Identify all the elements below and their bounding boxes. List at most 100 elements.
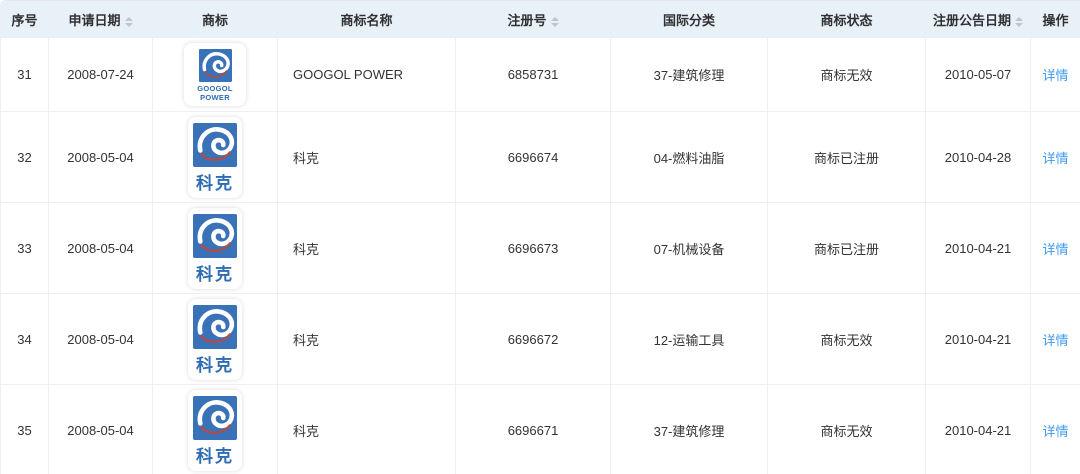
swirl-logo-icon xyxy=(193,304,237,349)
index-value: 33 xyxy=(17,240,32,256)
swirl-logo-icon xyxy=(198,48,232,82)
cell-reg-no: 6696672 xyxy=(455,293,611,385)
sort-icon[interactable] xyxy=(124,16,133,27)
detail-link[interactable]: 详情 xyxy=(1042,68,1069,83)
column-header-label: 序号 xyxy=(11,13,38,28)
intl-class-value: 04-燃料油脂 xyxy=(653,150,725,166)
cell-apply-date: 2008-05-04 xyxy=(48,202,153,294)
trademark-name-value: 科克 xyxy=(293,332,320,348)
table-body: 31 2008-07-24 GOOGOL POWER GOOGOL POWER … xyxy=(0,37,1080,474)
trademark-logo: 科克 xyxy=(188,298,242,380)
index-value: 32 xyxy=(17,149,32,165)
cell-logo: GOOGOL POWER xyxy=(152,37,278,112)
intl-class-value: 37-建筑修理 xyxy=(653,423,725,439)
cell-intl-class: 12-运输工具 xyxy=(610,293,768,385)
reg-no-value: 6696672 xyxy=(507,331,559,347)
column-header-action: 操作 xyxy=(1030,1,1080,38)
cell-intl-class: 37-建筑修理 xyxy=(610,384,768,474)
trademark-name-value: 科克 xyxy=(293,241,320,257)
detail-link[interactable]: 详情 xyxy=(1042,423,1069,439)
cell-announce-date: 2010-04-28 xyxy=(925,111,1031,203)
intl-class-value: 07-机械设备 xyxy=(653,241,725,257)
cell-announce-date: 2010-04-21 xyxy=(925,202,1031,294)
logo-text: 科克 xyxy=(196,173,234,193)
apply-date-value: 2008-05-04 xyxy=(67,331,134,347)
column-header-label: 注册号 xyxy=(507,13,547,28)
sort-desc-icon[interactable] xyxy=(124,22,133,27)
cell-index: 34 xyxy=(0,293,49,385)
column-header-label: 商标状态 xyxy=(820,13,873,28)
cell-status: 商标无效 xyxy=(767,384,926,474)
apply-date-value: 2008-05-04 xyxy=(67,422,134,438)
cell-reg-no: 6858731 xyxy=(455,37,611,112)
index-value: 34 xyxy=(17,331,32,347)
cell-apply-date: 2008-07-24 xyxy=(48,37,153,112)
cell-apply-date: 2008-05-04 xyxy=(48,293,153,385)
trademark-name-value: GOOGOL POWER xyxy=(293,67,404,82)
cell-index: 33 xyxy=(0,202,49,294)
table-row: 34 2008-05-04 科克 科克 6696672 12-运输工具 商标无效… xyxy=(0,293,1080,385)
reg-no-value: 6858731 xyxy=(507,67,559,82)
column-header-label: 商标名称 xyxy=(340,13,393,28)
column-header-announce_date[interactable]: 注册公告日期 xyxy=(925,1,1031,38)
cell-announce-date: 2010-05-07 xyxy=(925,37,1031,112)
trademark-name-value: 科克 xyxy=(293,150,320,166)
logo-text: 科克 xyxy=(196,264,234,284)
cell-reg-no: 6696673 xyxy=(455,202,611,294)
sort-desc-icon[interactable] xyxy=(550,22,559,27)
detail-link[interactable]: 详情 xyxy=(1042,332,1069,348)
cell-apply-date: 2008-05-04 xyxy=(48,111,153,203)
detail-link[interactable]: 详情 xyxy=(1042,150,1069,166)
cell-action: 详情 xyxy=(1030,384,1080,474)
apply-date-value: 2008-05-04 xyxy=(67,240,134,256)
cell-apply-date: 2008-05-04 xyxy=(48,384,153,474)
announce-date-value: 2010-05-07 xyxy=(944,67,1012,82)
sort-icon[interactable] xyxy=(550,16,559,27)
reg-no-value: 6696673 xyxy=(507,240,559,256)
cell-logo: 科克 xyxy=(152,293,278,385)
cell-index: 32 xyxy=(0,111,49,203)
logo-text: 科克 xyxy=(196,446,234,466)
cell-status: 商标无效 xyxy=(767,293,926,385)
cell-intl-class: 07-机械设备 xyxy=(610,202,768,294)
column-header-label: 操作 xyxy=(1042,13,1069,28)
announce-date-value: 2010-04-28 xyxy=(944,149,1012,165)
cell-index: 31 xyxy=(0,37,49,112)
trademark-logo: GOOGOL POWER xyxy=(184,42,246,107)
cell-action: 详情 xyxy=(1030,202,1080,294)
cell-logo: 科克 xyxy=(152,111,278,203)
apply-date-value: 2008-05-04 xyxy=(67,149,134,165)
cell-logo: 科克 xyxy=(152,384,278,474)
swirl-logo-icon xyxy=(193,395,237,440)
status-value: 商标已注册 xyxy=(813,150,879,166)
table-row: 31 2008-07-24 GOOGOL POWER GOOGOL POWER … xyxy=(0,37,1080,112)
announce-date-value: 2010-04-21 xyxy=(944,422,1012,438)
cell-action: 详情 xyxy=(1030,293,1080,385)
apply-date-value: 2008-07-24 xyxy=(67,67,134,82)
column-header-logo: 商标 xyxy=(152,1,278,38)
cell-action: 详情 xyxy=(1030,111,1080,203)
column-header-label: 国际分类 xyxy=(662,13,715,28)
cell-reg-no: 6696671 xyxy=(455,384,611,474)
cell-name: 科克 xyxy=(277,293,456,385)
sort-asc-icon[interactable] xyxy=(1015,16,1023,21)
sort-icon[interactable] xyxy=(1015,16,1023,27)
sort-asc-icon[interactable] xyxy=(550,16,559,21)
sort-desc-icon[interactable] xyxy=(1015,22,1023,27)
logo-text: 科克 xyxy=(196,355,234,375)
cell-name: 科克 xyxy=(277,384,456,474)
reg-no-value: 6696671 xyxy=(507,422,559,438)
cell-status: 商标无效 xyxy=(767,37,926,112)
table-row: 32 2008-05-04 科克 科克 6696674 04-燃料油脂 商标已注… xyxy=(0,111,1080,203)
detail-link[interactable]: 详情 xyxy=(1042,241,1069,257)
sort-asc-icon[interactable] xyxy=(124,16,133,21)
table-row: 35 2008-05-04 科克 科克 6696671 37-建筑修理 商标无效… xyxy=(0,384,1080,474)
intl-class-value: 12-运输工具 xyxy=(653,332,725,348)
cell-status: 商标已注册 xyxy=(767,111,926,203)
column-header-reg_no[interactable]: 注册号 xyxy=(455,1,611,38)
column-header-apply_date[interactable]: 申请日期 xyxy=(48,1,153,38)
cell-status: 商标已注册 xyxy=(767,202,926,294)
column-header-intl_class: 国际分类 xyxy=(610,1,768,38)
cell-intl-class: 04-燃料油脂 xyxy=(610,111,768,203)
